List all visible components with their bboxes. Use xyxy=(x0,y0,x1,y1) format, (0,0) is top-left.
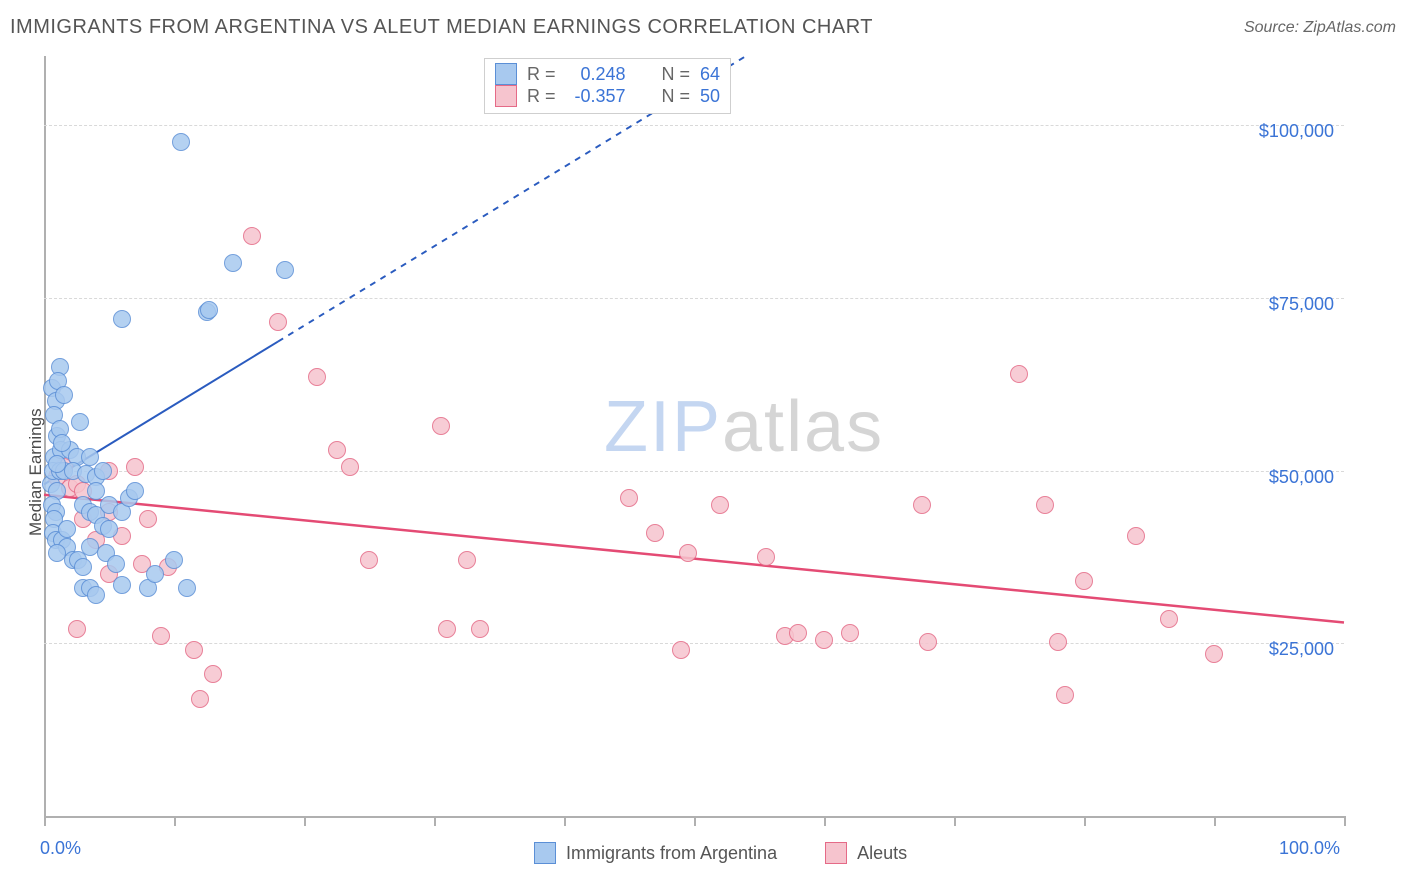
scatter-point-a xyxy=(126,482,144,500)
scatter-point-a xyxy=(224,254,242,272)
chart-title: IMMIGRANTS FROM ARGENTINA VS ALEUT MEDIA… xyxy=(10,16,873,39)
correlation-swatch xyxy=(495,63,517,85)
scatter-point-b xyxy=(328,441,346,459)
scatter-point-a xyxy=(81,538,99,556)
corr-n-label: N = xyxy=(662,86,691,107)
x-axis-start-label: 0.0% xyxy=(40,838,81,859)
scatter-point-b xyxy=(757,548,775,566)
scatter-point-b xyxy=(308,368,326,386)
scatter-point-a xyxy=(74,558,92,576)
scatter-point-b xyxy=(711,496,729,514)
scatter-point-b xyxy=(620,489,638,507)
scatter-point-a xyxy=(53,434,71,452)
scatter-point-a xyxy=(58,520,76,538)
scatter-point-a xyxy=(87,586,105,604)
scatter-point-b xyxy=(243,227,261,245)
corr-n-value: 50 xyxy=(700,86,720,107)
x-tick xyxy=(1344,816,1346,826)
correlation-row: R = 0.248 N = 64 xyxy=(495,63,720,85)
scatter-point-a xyxy=(107,555,125,573)
scatter-point-b xyxy=(646,524,664,542)
scatter-point-a xyxy=(172,133,190,151)
scatter-point-b xyxy=(679,544,697,562)
scatter-point-b xyxy=(1160,610,1178,628)
legend-swatch-a xyxy=(534,842,556,864)
scatter-point-b xyxy=(432,417,450,435)
scatter-point-a xyxy=(48,455,66,473)
scatter-point-b xyxy=(191,690,209,708)
corr-r-value: -0.357 xyxy=(566,86,626,107)
correlation-swatch xyxy=(495,85,517,107)
scatter-point-a xyxy=(71,413,89,431)
plot-area: $25,000$50,000$75,000$100,000 ZIPatlas R… xyxy=(44,56,1390,840)
scatter-point-b xyxy=(360,551,378,569)
scatter-point-b xyxy=(185,641,203,659)
scatter-point-a xyxy=(94,462,112,480)
scatter-point-b xyxy=(1010,365,1028,383)
scatter-point-a xyxy=(100,520,118,538)
y-axis-title: Median Earnings xyxy=(26,408,46,536)
scatter-point-a xyxy=(55,386,73,404)
scatter-point-b xyxy=(789,624,807,642)
scatter-point-b xyxy=(919,633,937,651)
chart-header: IMMIGRANTS FROM ARGENTINA VS ALEUT MEDIA… xyxy=(10,16,1396,39)
legend-swatch-b xyxy=(825,842,847,864)
scatter-point-b xyxy=(1205,645,1223,663)
scatter-point-b xyxy=(471,620,489,638)
legend-bottom: Immigrants from Argentina Aleuts xyxy=(534,842,907,864)
source-attribution: Source: ZipAtlas.com xyxy=(1244,19,1396,37)
scatter-point-b xyxy=(815,631,833,649)
scatter-point-b xyxy=(341,458,359,476)
scatter-point-b xyxy=(841,624,859,642)
scatter-point-b xyxy=(1056,686,1074,704)
scatter-point-a xyxy=(146,565,164,583)
scatter-point-a xyxy=(200,301,218,319)
scatter-point-b xyxy=(139,510,157,528)
corr-r-label: R = xyxy=(527,64,556,85)
scatter-point-b xyxy=(1049,633,1067,651)
scatter-point-a xyxy=(113,576,131,594)
legend-item-series-b: Aleuts xyxy=(825,842,907,864)
corr-n-label: N = xyxy=(662,64,691,85)
scatter-point-b xyxy=(269,313,287,331)
scatter-point-a xyxy=(178,579,196,597)
correlation-legend-box: R = 0.248 N = 64 R = -0.357 N = 50 xyxy=(484,58,731,114)
scatter-point-b xyxy=(1127,527,1145,545)
scatter-point-b xyxy=(68,620,86,638)
scatter-point-b xyxy=(913,496,931,514)
corr-r-label: R = xyxy=(527,86,556,107)
regression-lines xyxy=(44,56,1344,826)
corr-n-value: 64 xyxy=(700,64,720,85)
scatter-point-b xyxy=(1036,496,1054,514)
scatter-point-b xyxy=(126,458,144,476)
scatter-point-b xyxy=(152,627,170,645)
legend-label-b: Aleuts xyxy=(857,843,907,864)
scatter-point-b xyxy=(204,665,222,683)
scatter-point-b xyxy=(458,551,476,569)
scatter-point-a xyxy=(113,310,131,328)
scatter-point-b xyxy=(438,620,456,638)
legend-label-a: Immigrants from Argentina xyxy=(566,843,777,864)
scatter-point-b xyxy=(672,641,690,659)
scatter-point-a xyxy=(276,261,294,279)
corr-r-value: 0.248 xyxy=(566,64,626,85)
scatter-point-a xyxy=(165,551,183,569)
x-axis-end-label: 100.0% xyxy=(1279,838,1340,859)
correlation-row: R = -0.357 N = 50 xyxy=(495,85,720,107)
scatter-point-a xyxy=(48,544,66,562)
scatter-point-b xyxy=(1075,572,1093,590)
legend-item-series-a: Immigrants from Argentina xyxy=(534,842,777,864)
